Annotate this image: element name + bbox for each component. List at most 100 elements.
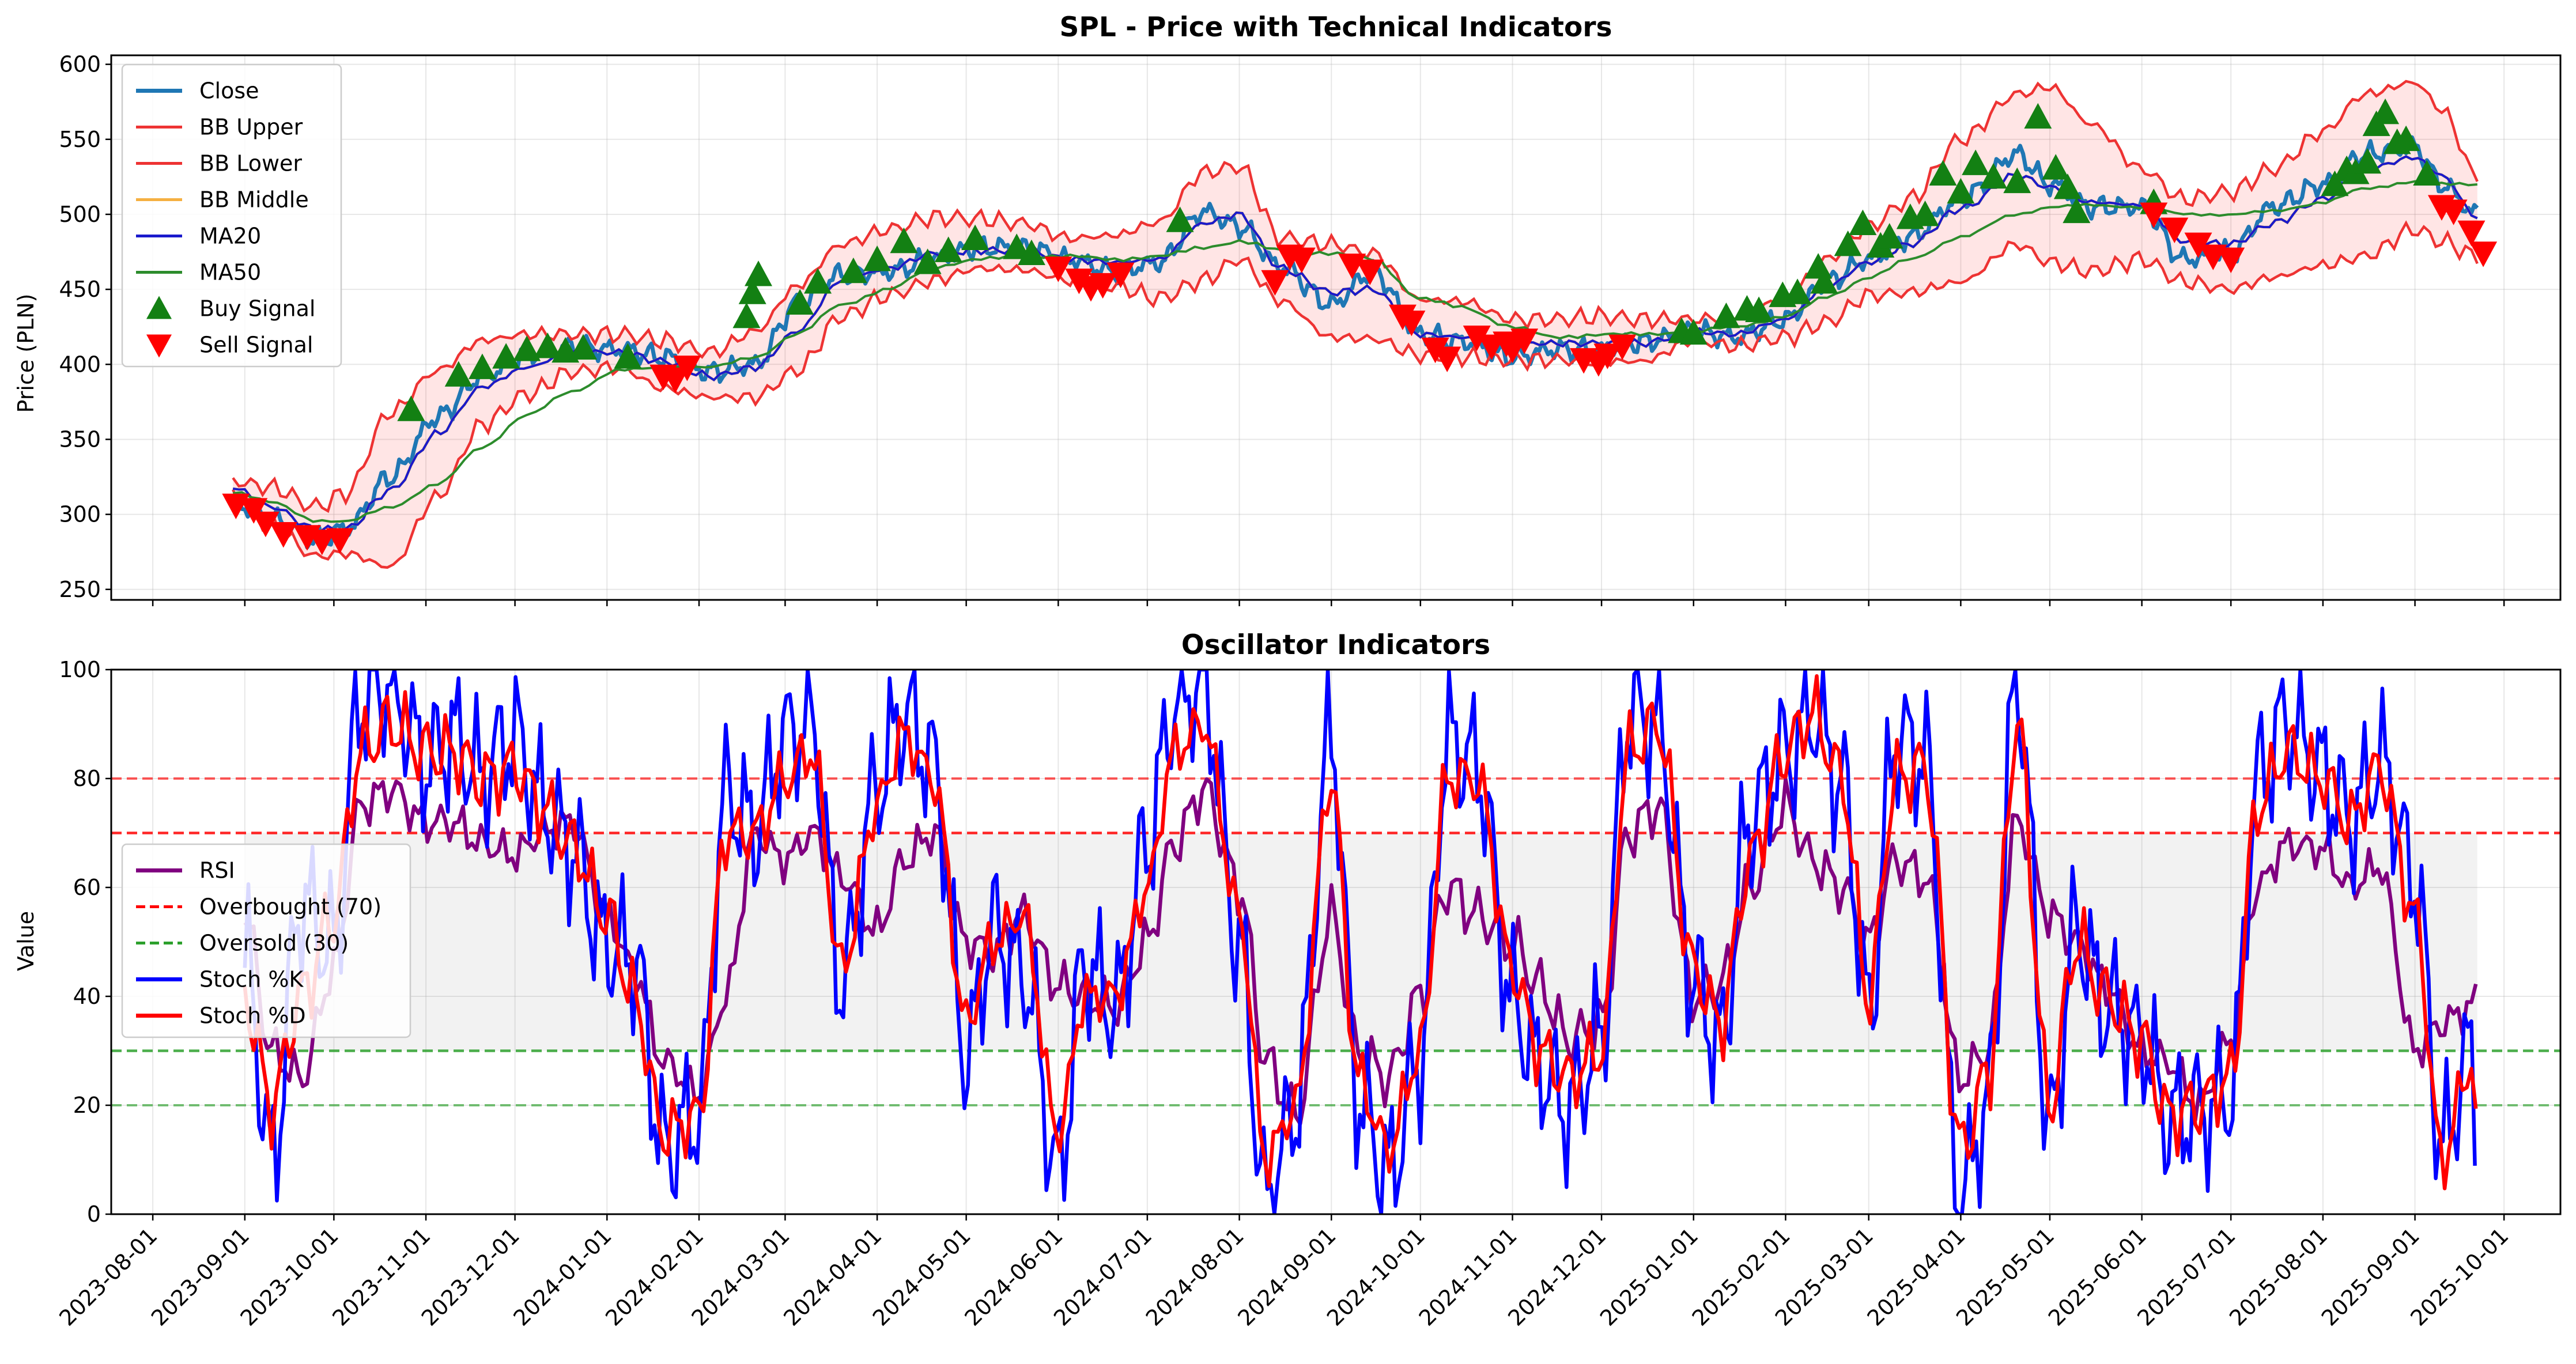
buy-signal-marker bbox=[1712, 302, 1740, 328]
sell-signal-marker bbox=[251, 511, 279, 538]
sell-signal-marker bbox=[1065, 269, 1093, 294]
buy-signal-marker bbox=[863, 245, 892, 271]
buy-signal-marker bbox=[1947, 177, 1975, 204]
buy-signal-marker bbox=[2053, 173, 2082, 199]
sell-signal-marker bbox=[1044, 256, 1072, 282]
legend-entry: Sell Signal bbox=[146, 333, 313, 358]
buy-signal-marker bbox=[738, 278, 766, 304]
sell-signal-marker bbox=[2184, 232, 2212, 259]
oscillator-chart-title: Oscillator Indicators bbox=[1181, 629, 1490, 661]
buy-signal-marker bbox=[1679, 319, 1708, 345]
buy-signal-marker bbox=[2024, 103, 2052, 129]
oscillator-y-axis-label: Value bbox=[13, 911, 39, 971]
price-legend: Close BB Upper BB Lower BB Middle MA20 MA50 Bu… bbox=[121, 63, 342, 368]
legend-swatch bbox=[146, 296, 172, 319]
sell-signal-marker bbox=[2469, 241, 2498, 267]
buy-signal-marker bbox=[2371, 98, 2400, 124]
oscillator-plot-frame bbox=[110, 668, 2562, 1215]
buy-signal-marker bbox=[913, 248, 942, 274]
y-tick-label: 300 bbox=[59, 502, 101, 527]
sell-signal-marker bbox=[1261, 270, 1289, 296]
buy-signal-marker bbox=[1849, 209, 1877, 235]
neutral-zone-band bbox=[244, 833, 2477, 1051]
legend-label: Buy Signal bbox=[199, 296, 315, 322]
legend-entry: MA50 bbox=[136, 260, 261, 285]
buy-signal-marker bbox=[1166, 206, 1194, 232]
buy-signal-marker bbox=[890, 227, 918, 254]
buy-signal-marker bbox=[1875, 223, 1903, 249]
legend-label: RSI bbox=[199, 858, 235, 883]
sell-signal-marker bbox=[1510, 328, 1539, 354]
buy-signal-marker bbox=[614, 343, 642, 369]
legend-swatch bbox=[146, 334, 172, 358]
buy-signal-marker bbox=[961, 224, 989, 251]
bb-lower-line bbox=[232, 220, 2479, 569]
sell-signal-marker bbox=[1356, 259, 1384, 285]
legend-entry: BB Lower bbox=[136, 151, 302, 176]
close-line bbox=[231, 135, 2479, 550]
buy-signal-marker bbox=[1962, 149, 1990, 175]
price-chart-title: SPL - Price with Technical Indicators bbox=[1060, 12, 1612, 43]
legend-label: Close bbox=[199, 78, 259, 104]
legend-label: BB Lower bbox=[199, 151, 302, 176]
buy-signal-marker bbox=[2354, 148, 2382, 174]
ma20-line bbox=[232, 155, 2478, 535]
legend-label: Oversold (30) bbox=[199, 931, 349, 956]
y-tick-label: 600 bbox=[59, 52, 101, 77]
sell-signal-marker bbox=[1106, 262, 1135, 289]
sell-signal-marker bbox=[240, 498, 268, 524]
buy-signal-marker bbox=[1911, 200, 1939, 226]
buy-signal-marker bbox=[1980, 163, 2008, 189]
buy-signal-marker bbox=[2321, 170, 2349, 197]
price-y-axis-label: Price (PLN) bbox=[13, 294, 39, 413]
sell-signal-marker bbox=[1463, 326, 1491, 352]
legend-entry: BB Middle bbox=[136, 187, 309, 213]
sell-signal-marker bbox=[1433, 346, 1461, 372]
sell-signal-marker bbox=[1608, 334, 1637, 361]
sell-signal-marker bbox=[1593, 343, 1622, 369]
legend-label: MA50 bbox=[199, 260, 261, 285]
buy-signal-marker bbox=[745, 260, 773, 286]
buy-signal-marker bbox=[1834, 231, 1862, 256]
y-tick-label: 250 bbox=[59, 577, 101, 602]
buy-signal-marker bbox=[804, 268, 832, 294]
sell-signal-marker bbox=[1287, 247, 1316, 274]
y-tick-label: 400 bbox=[59, 352, 101, 377]
buy-signal-marker bbox=[2003, 167, 2031, 194]
legend-label: Overbought (70) bbox=[199, 894, 382, 920]
sell-signal-marker bbox=[269, 522, 297, 548]
buy-signal-marker bbox=[534, 333, 562, 358]
legend-label: BB Upper bbox=[199, 115, 303, 140]
buy-signal-marker bbox=[444, 361, 473, 387]
sell-signal-marker bbox=[2140, 202, 2168, 228]
y-tick-label: 20 bbox=[73, 1093, 101, 1118]
legend-label: MA20 bbox=[199, 224, 261, 249]
buy-signal-marker bbox=[732, 302, 761, 328]
price-plot-frame bbox=[110, 54, 2562, 601]
buy-signal-marker bbox=[1017, 239, 1045, 266]
buy-signal-marker bbox=[934, 236, 962, 262]
buy-signal-marker bbox=[397, 395, 425, 421]
buy-signal-marker bbox=[468, 353, 496, 379]
stoch-d-line bbox=[243, 674, 2478, 1191]
sell-signal-marker bbox=[326, 528, 354, 554]
sell-signal-marker bbox=[2439, 199, 2468, 225]
y-tick-label: 500 bbox=[59, 202, 101, 227]
sell-signal-marker bbox=[1397, 310, 1426, 337]
legend-label: BB Middle bbox=[199, 187, 309, 213]
legend-entry: RSI bbox=[136, 858, 235, 883]
legend-box bbox=[121, 63, 342, 368]
y-tick-label: 80 bbox=[73, 766, 101, 791]
y-tick-label: 60 bbox=[73, 875, 101, 900]
sell-signal-marker bbox=[673, 356, 701, 381]
y-tick-label: 350 bbox=[59, 426, 101, 452]
sell-signal-marker bbox=[2457, 220, 2486, 247]
legend-entry: Oversold (30) bbox=[136, 931, 349, 956]
legend-entry: Overbought (70) bbox=[136, 894, 382, 920]
buy-signal-marker bbox=[2413, 160, 2441, 186]
sell-signal-marker bbox=[1421, 337, 1449, 364]
legend-entry: MA20 bbox=[136, 224, 261, 249]
buy-signal-marker bbox=[2392, 125, 2420, 152]
legend-entry: BB Upper bbox=[136, 115, 303, 140]
